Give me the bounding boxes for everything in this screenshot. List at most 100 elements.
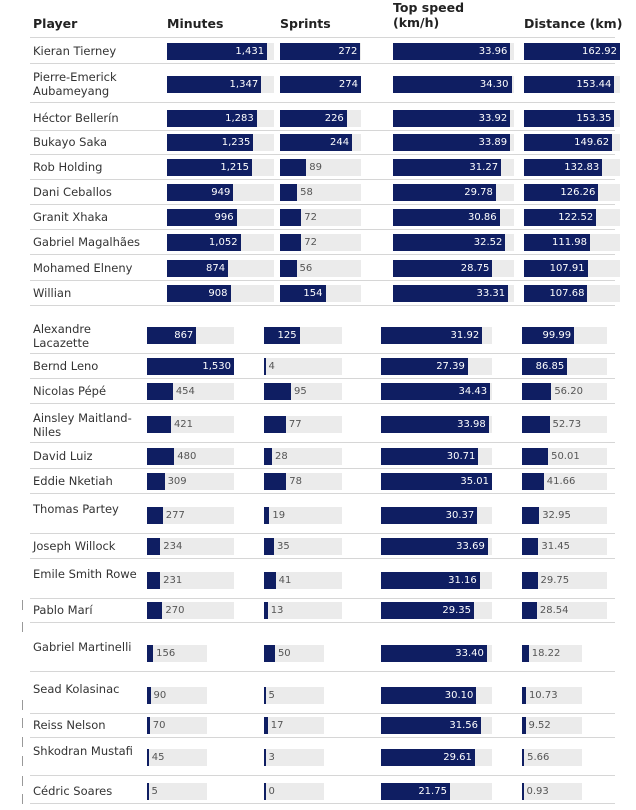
header-separator [30,37,615,38]
player-name: Reiss Nelson [33,718,106,732]
value-top_speed: 29.78 [464,186,493,198]
value-top_speed: 33.31 [476,287,506,299]
value-top_speed: 21.75 [418,785,447,797]
bar-distance [522,416,550,433]
player-name: Gabriel Martinelli [33,639,132,654]
bar-minutes [167,158,252,176]
bar-top_speed [381,601,475,619]
value-top_speed: 33.96 [478,45,508,57]
bar-distance [522,472,544,490]
bar-distance [522,782,524,800]
row-separator [30,713,615,714]
value-top_speed: 31.92 [450,330,480,341]
value-sprints: 3 [268,752,275,763]
bar-distance [524,75,615,93]
bar-top_speed [381,572,480,589]
bar-distance [524,42,620,60]
value-sprints: 4 [268,360,275,372]
bar-distance [522,716,526,734]
player-name: David Luiz [33,449,93,463]
bar-distance [524,109,615,127]
bar-sprints [264,572,276,589]
row-separator [30,63,615,64]
value-minutes: 996 [214,211,234,223]
value-distance: 122.52 [558,211,594,223]
player-name: Sead Kolasinac [33,681,120,696]
bar-sprints [264,416,286,433]
value-top_speed: 33.40 [455,648,484,659]
bar-track [522,537,607,555]
row-separator [30,102,615,103]
value-distance: 50.01 [551,450,580,462]
player-name: Ainsley Maitland-Niles [33,410,132,439]
bar-track [280,259,361,277]
bar-top_speed [393,284,509,302]
value-sprints: 226 [324,112,344,124]
bar-track [264,687,324,704]
player-name: Pablo Marí [33,603,93,617]
bar-track [147,782,207,800]
value-sprints: 95 [294,385,307,397]
bar-minutes [167,233,241,251]
row-separator [30,179,615,180]
row-separator [30,737,615,738]
bar-top_speed [393,183,496,201]
value-sprints: 50 [277,648,291,659]
value-distance: 107.91 [549,262,585,274]
row-separator [30,468,615,469]
bar-minutes [147,601,163,619]
row-separator [30,154,615,155]
value-sprints: 28 [274,450,288,462]
bar-sprints [280,109,347,127]
bar-distance [524,158,603,176]
bar-distance [522,327,575,344]
value-sprints: 17 [270,719,284,731]
header-minutes: Minutes [167,16,224,31]
bar-track [147,749,207,766]
header-player: Player [33,16,78,31]
bar-sprints [264,645,275,662]
value-minutes: 1,235 [221,136,251,148]
bar-sprints [264,472,287,490]
value-distance: 41.66 [546,475,576,487]
value-top_speed: 30.37 [445,510,475,521]
value-sprints: 244 [330,136,350,148]
value-top_speed: 33.69 [456,540,485,552]
bar-sprints [280,233,302,251]
value-distance: 56.20 [554,385,583,397]
bar-top_speed [381,716,482,734]
value-distance: 111.98 [551,236,587,248]
bar-distance [522,572,538,589]
value-top_speed: 34.43 [458,385,488,397]
bar-top_speed [393,158,502,176]
value-distance: 29.75 [540,575,570,586]
value-sprints: 0 [268,785,275,797]
value-minutes: 234 [163,540,183,552]
bar-sprints [264,716,268,734]
value-top_speed: 31.16 [448,575,477,586]
row-separator [30,598,615,599]
value-sprints: 13 [270,604,284,616]
value-distance: 18.22 [531,648,561,659]
bar-sprints [280,208,302,226]
bar-sprints [280,284,326,302]
bar-top_speed [381,537,488,555]
bar-sprints [264,749,266,766]
value-distance: 153.44 [576,78,612,90]
row-separator [30,558,615,559]
bar-top_speed [381,327,483,344]
bar-track [264,716,324,734]
value-minutes: 421 [173,419,194,430]
bar-sprints [280,75,361,93]
player-name: Dani Ceballos [33,185,112,199]
bar-distance [522,749,525,766]
bar-sprints [264,782,266,800]
bar-sprints [264,357,266,375]
player-name: Héctor Bellerín [33,111,119,125]
player-name: Bukayo Saka [33,135,108,149]
bar-minutes [147,357,234,375]
player-name: Pierre-Emerick Aubameyang [33,70,117,98]
bar-sprints [264,382,292,400]
player-name: Willian [33,286,72,300]
value-top_speed: 29.61 [443,752,472,763]
